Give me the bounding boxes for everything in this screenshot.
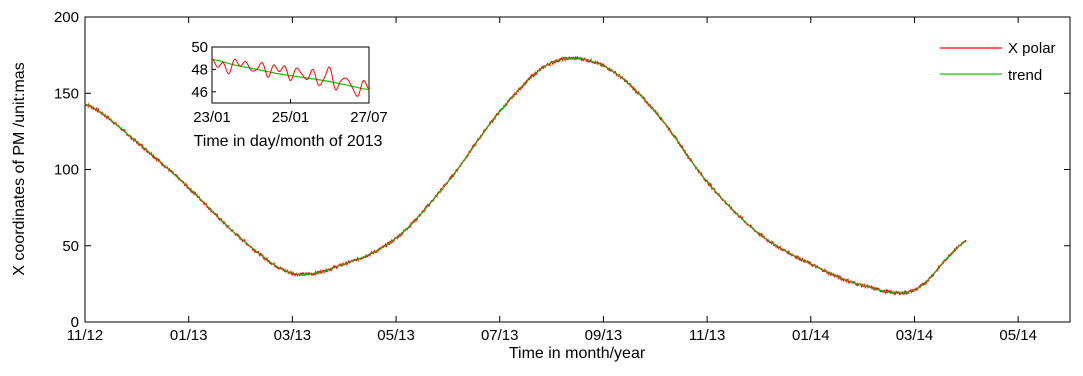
- y-tick-label: 100: [54, 162, 79, 179]
- x-axis: 11/12 01/13 03/13 05/13 07/13 09/13 11/13 01/14…: [67, 17, 1037, 344]
- x-tick-label: 11/13: [689, 327, 725, 344]
- inset-x-tick-label: 23/01: [193, 109, 231, 126]
- inset-x-axis-title: Time in day/month of 2013: [194, 133, 383, 150]
- y-tick-label: 50: [62, 238, 79, 255]
- legend-label-trend: trend: [1008, 67, 1042, 84]
- legend-label-x-polar: X polar: [1008, 40, 1056, 57]
- inset-y-axis: 46 48 50: [191, 39, 216, 101]
- inset-x-tick-label: 25/01: [272, 109, 310, 126]
- x-tick-label: 05/13: [377, 327, 415, 344]
- inset-series-trend: [211, 58, 370, 91]
- y-axis-title: X coordinates of PM /unit:mas: [11, 62, 28, 275]
- inset-chart: 23/01 25/01 27/07 46 48 50 Time in day/month…: [191, 39, 387, 150]
- trend-line-overlay: [84, 57, 967, 294]
- inset-trend-line: [211, 58, 370, 91]
- x-tick-label: 01/14: [792, 327, 830, 344]
- inset-frame: [211, 46, 370, 104]
- x-tick-label: 03/13: [274, 327, 312, 344]
- legend: X polar trend: [940, 40, 1056, 84]
- inset-y-tick-label: 46: [191, 84, 208, 101]
- series-x-polar: [84, 55, 967, 296]
- x-tick-label: 07/13: [481, 327, 519, 344]
- x-axis-title: Time in month/year: [509, 345, 646, 362]
- inset-series-x-polar: [211, 57, 370, 97]
- y-axis: 0 50 100 150 200: [54, 9, 1070, 331]
- inset-x-tick-label: 27/07: [350, 109, 388, 126]
- inset-x-axis: 23/01 25/01 27/07: [193, 99, 388, 126]
- x-tick-label: 03/14: [896, 327, 934, 344]
- x-tick-label: 09/13: [585, 327, 623, 344]
- x-tick-label: 01/13: [170, 327, 208, 344]
- y-tick-label: 0: [71, 314, 79, 331]
- y-tick-label: 150: [54, 85, 79, 102]
- x-tick-label: 05/14: [999, 327, 1037, 344]
- y-tick-label: 200: [54, 9, 79, 26]
- inset-x-polar-line: [211, 57, 370, 97]
- x-tick-label: 11/12: [67, 327, 103, 344]
- inset-y-tick-label: 50: [191, 39, 208, 56]
- inset-y-tick-label: 48: [191, 61, 208, 78]
